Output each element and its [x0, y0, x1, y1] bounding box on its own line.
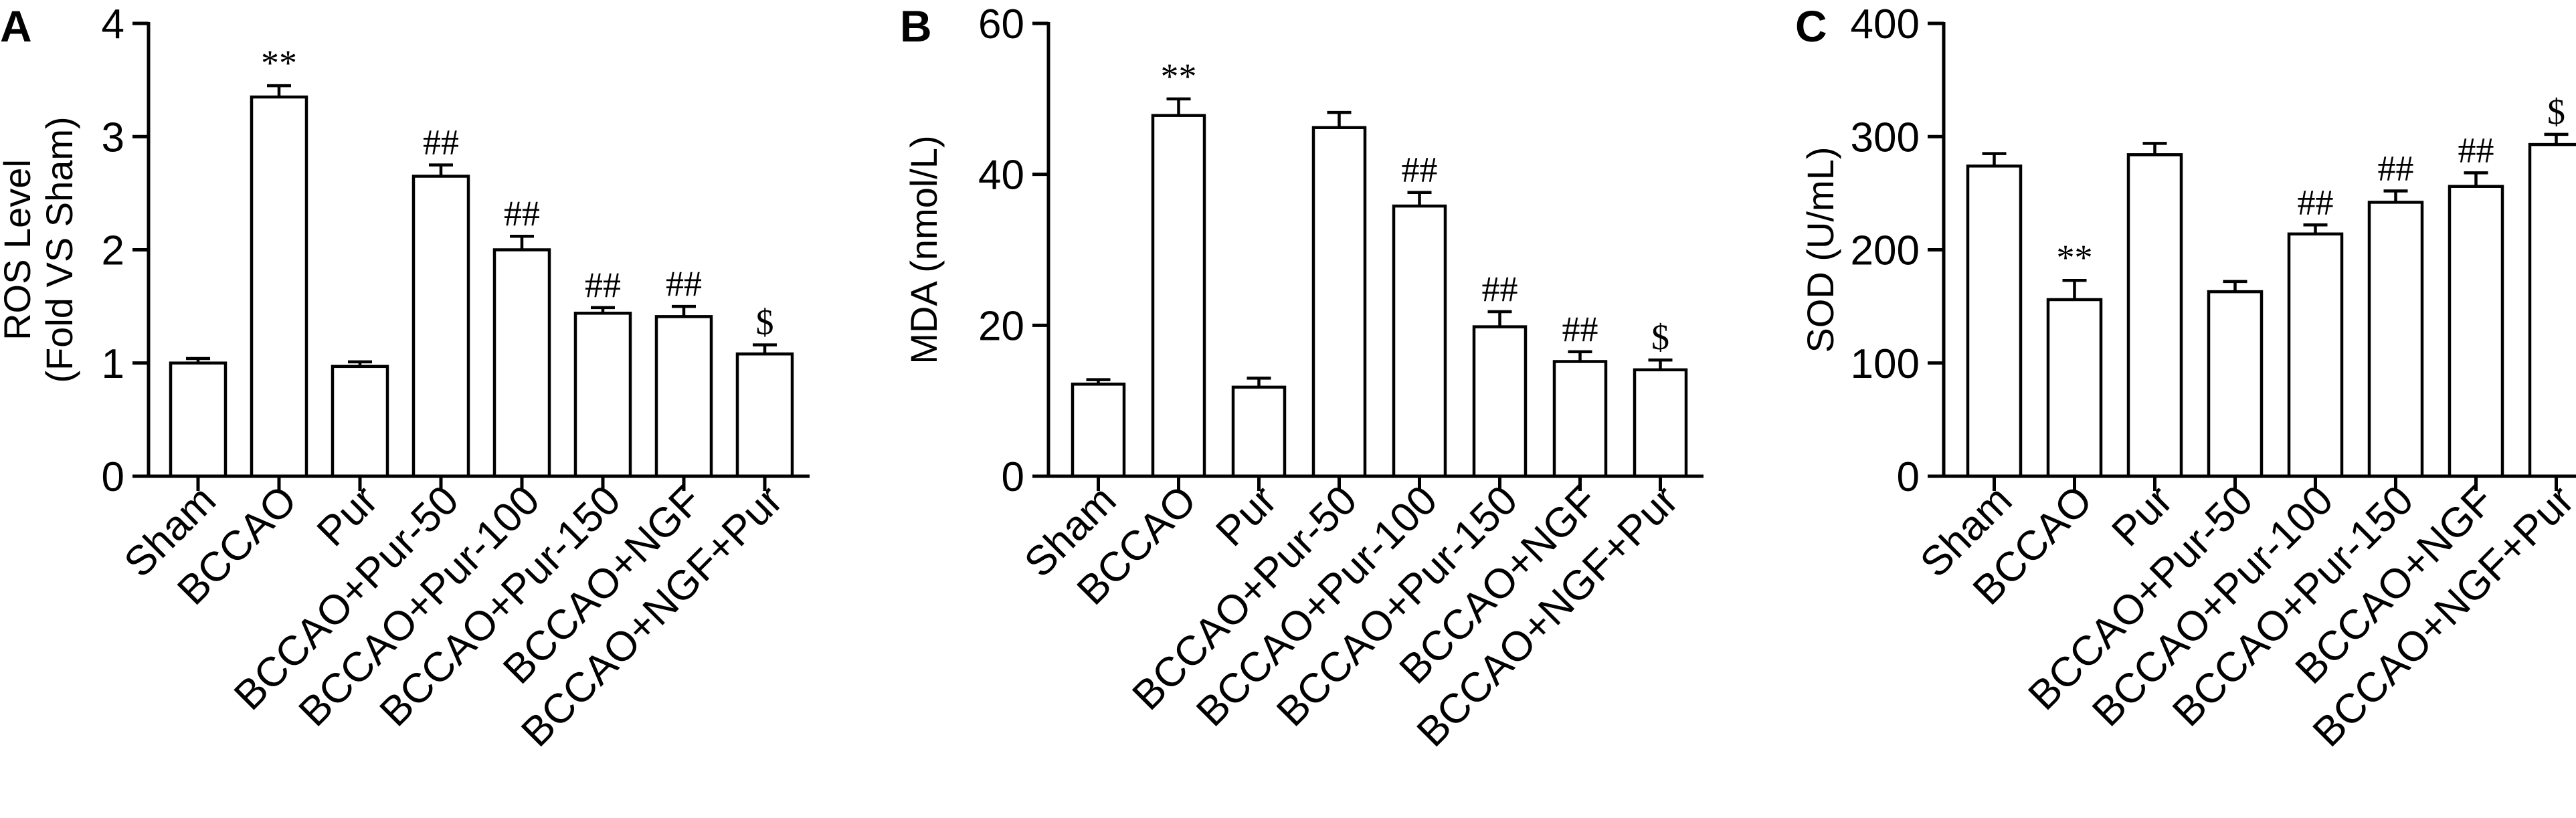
- y-tick-label: 0: [1002, 454, 1024, 500]
- y-tick-label: 0: [102, 454, 124, 500]
- bar-7: [2448, 185, 2504, 478]
- significance-marker: $: [1651, 317, 1669, 357]
- panel-letter: A: [0, 1, 32, 51]
- bar-3: [1231, 385, 1287, 478]
- y-axis-label: ROS Level: [0, 159, 38, 340]
- y-tick-label: 100: [1851, 341, 1920, 387]
- bar-2: [1151, 114, 1206, 478]
- bar-4: [1311, 126, 1367, 478]
- y-tick-label: 0: [1897, 454, 1920, 500]
- significance-marker: ##: [1482, 269, 1518, 309]
- panel-letter: B: [900, 1, 932, 51]
- significance-marker: $: [756, 302, 774, 342]
- bar-8: [1633, 368, 1688, 478]
- significance-marker: **: [2057, 237, 2093, 278]
- y-tick-label: 60: [978, 1, 1024, 47]
- bar-5: [492, 248, 551, 478]
- bar-6: [1472, 325, 1528, 478]
- y-tick-label: 300: [1851, 114, 1920, 161]
- significance-marker: ##: [1562, 309, 1598, 349]
- bar-6: [2367, 201, 2424, 478]
- bar-5: [2287, 232, 2344, 478]
- bar-1: [1966, 165, 2023, 478]
- significance-marker: ##: [2458, 130, 2494, 170]
- y-tick-label: 2: [102, 228, 124, 274]
- significance-marker: ##: [585, 265, 621, 305]
- significance-marker: **: [261, 43, 297, 83]
- significance-marker: **: [1161, 56, 1197, 96]
- bar-1: [169, 361, 227, 478]
- significance-marker: ##: [2378, 148, 2414, 188]
- bar-6: [573, 312, 632, 478]
- bar-5: [1392, 204, 1447, 478]
- panel-letter: C: [1795, 1, 1827, 51]
- bar-3: [331, 365, 389, 478]
- bar-3: [2126, 153, 2183, 478]
- y-tick-label: 400: [1851, 1, 1920, 47]
- y-axis-label: (Fold VS Sham): [38, 116, 80, 383]
- y-tick-label: 4: [102, 1, 124, 47]
- y-tick-label: 40: [978, 152, 1024, 199]
- significance-marker: ##: [666, 264, 702, 304]
- y-tick-label: 3: [102, 114, 124, 161]
- bar-2: [250, 95, 308, 478]
- bar-4: [2207, 290, 2264, 478]
- significance-marker: ##: [1402, 150, 1438, 190]
- bar-8: [2528, 142, 2576, 478]
- significance-marker: ##: [423, 122, 459, 163]
- significance-marker: ##: [504, 193, 540, 233]
- significance-marker: $: [2547, 92, 2565, 132]
- bar-2: [2046, 298, 2103, 478]
- bar-8: [735, 352, 794, 478]
- y-axis-label: MDA (nmol/L): [903, 135, 945, 364]
- bar-7: [654, 315, 713, 478]
- y-axis-label: SOD (U/mL): [1799, 147, 1841, 353]
- y-tick-label: 1: [102, 341, 124, 387]
- bar-7: [1552, 360, 1608, 478]
- y-tick-label: 200: [1851, 228, 1920, 274]
- bar-4: [411, 175, 470, 478]
- significance-marker: ##: [2298, 182, 2334, 222]
- bar-1: [1071, 383, 1126, 478]
- y-tick-label: 20: [978, 303, 1024, 349]
